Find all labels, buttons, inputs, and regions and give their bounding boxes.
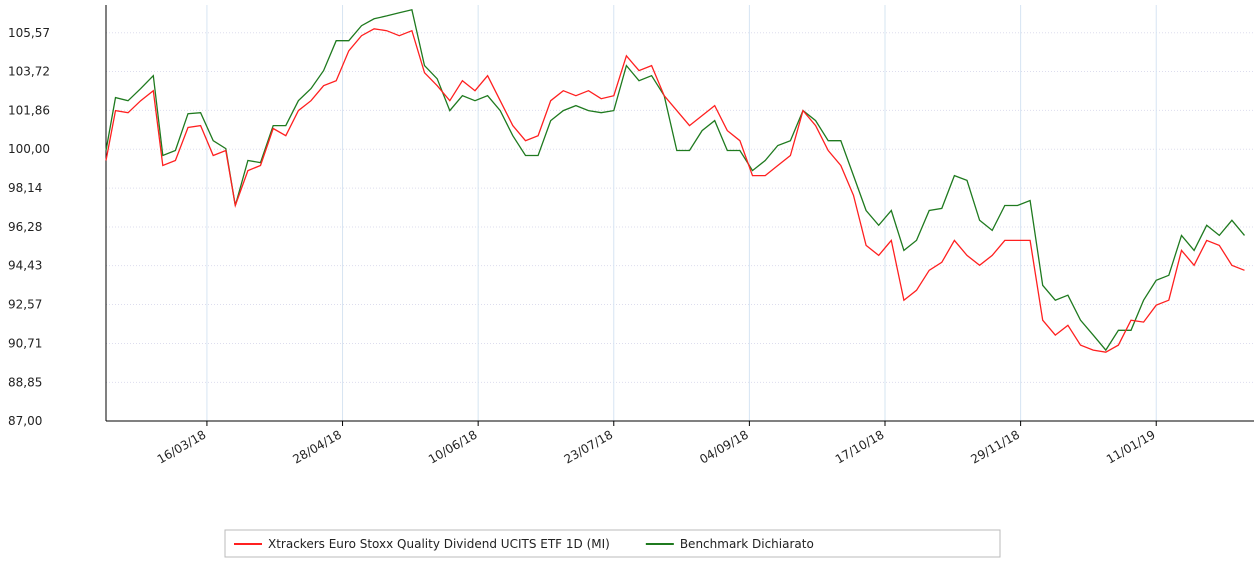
y-tick-label: 96,28 bbox=[8, 220, 42, 234]
x-tick-label: 04/09/18 bbox=[697, 427, 751, 466]
y-tick-label: 90,71 bbox=[8, 336, 42, 350]
y-tick-label: 105,57 bbox=[8, 26, 50, 40]
x-tick-label: 28/04/18 bbox=[290, 427, 344, 466]
series-line bbox=[105, 28, 1245, 353]
x-tick-label: 10/06/18 bbox=[426, 427, 480, 466]
x-tick-label: 11/01/19 bbox=[1104, 427, 1158, 466]
y-tick-label: 100,00 bbox=[8, 142, 50, 156]
y-tick-label: 88,85 bbox=[8, 375, 42, 389]
y-tick-label: 94,43 bbox=[8, 259, 42, 273]
x-tick-label: 16/03/18 bbox=[155, 427, 209, 466]
y-tick-label: 87,00 bbox=[8, 414, 42, 428]
y-tick-label: 98,14 bbox=[8, 181, 42, 195]
legend-label: Benchmark Dichiarato bbox=[680, 537, 814, 551]
x-tick-label: 29/11/18 bbox=[968, 427, 1022, 466]
legend-box bbox=[224, 529, 1001, 558]
y-tick-label: 101,86 bbox=[8, 103, 50, 117]
series-line bbox=[105, 9, 1245, 352]
legend-label: Xtrackers Euro Stoxx Quality Dividend UC… bbox=[268, 537, 610, 551]
y-tick-label: 103,72 bbox=[8, 64, 50, 78]
y-tick-label: 92,57 bbox=[8, 298, 42, 312]
x-tick-label: 17/10/18 bbox=[833, 427, 887, 466]
x-tick-label: 23/07/18 bbox=[562, 427, 616, 466]
